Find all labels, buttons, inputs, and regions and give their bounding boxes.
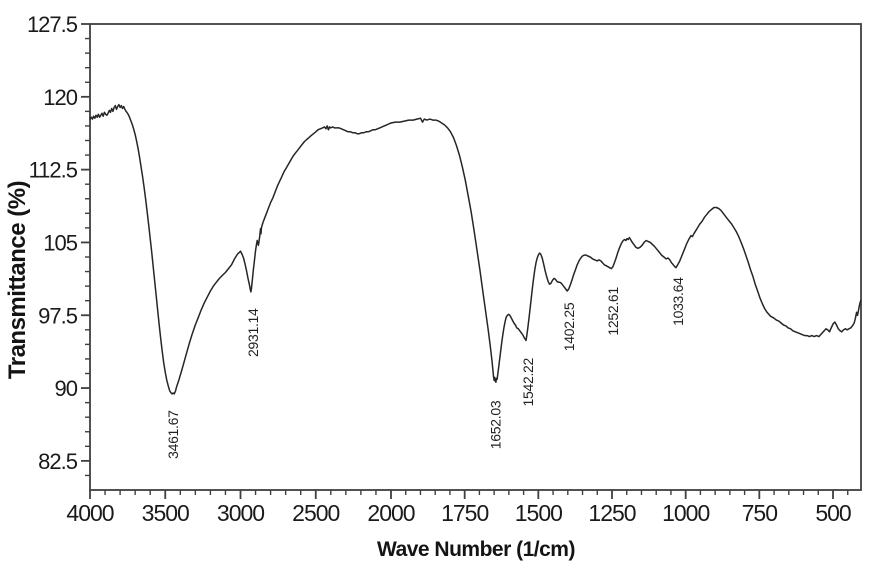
peak-label: 1252.61 — [605, 287, 621, 336]
y-tick-label: 90 — [55, 376, 78, 401]
x-tick-label: 1000 — [662, 500, 709, 526]
peak-label: 2931.14 — [245, 308, 261, 357]
peak-label: 1652.03 — [488, 400, 504, 449]
x-tick-label: 2500 — [292, 500, 339, 526]
x-tick-label: 1500 — [515, 500, 562, 526]
y-tick-label: 105 — [43, 230, 77, 255]
y-tick-label: 127.5 — [27, 12, 78, 37]
x-axis-title: Wave Number (1/cm) — [377, 538, 575, 561]
x-tick-label: 1750 — [441, 500, 488, 526]
peak-label: 3461.67 — [165, 410, 181, 459]
y-axis-title: Transmittance (%) — [4, 180, 31, 380]
x-tick-label: 1250 — [588, 500, 635, 526]
x-tick-label: 4000 — [66, 500, 113, 526]
peak-label: 1402.25 — [561, 302, 577, 351]
x-tick-label: 3000 — [217, 500, 264, 526]
spectrum-curve — [89, 103, 862, 395]
x-tick-label: 500 — [815, 500, 851, 526]
y-tick-label: 120 — [43, 85, 77, 110]
y-tick-label: 97.5 — [38, 303, 78, 328]
plot-frame — [89, 23, 862, 491]
peak-label: 1033.64 — [670, 277, 686, 326]
y-tick-label: 112.5 — [29, 158, 78, 183]
x-tick-label: 2000 — [367, 500, 414, 526]
x-tick-label: 3500 — [142, 500, 189, 526]
y-tick-label: 82.5 — [38, 449, 78, 474]
peak-label: 1542.22 — [520, 357, 536, 406]
x-tick-label: 750 — [742, 500, 778, 526]
